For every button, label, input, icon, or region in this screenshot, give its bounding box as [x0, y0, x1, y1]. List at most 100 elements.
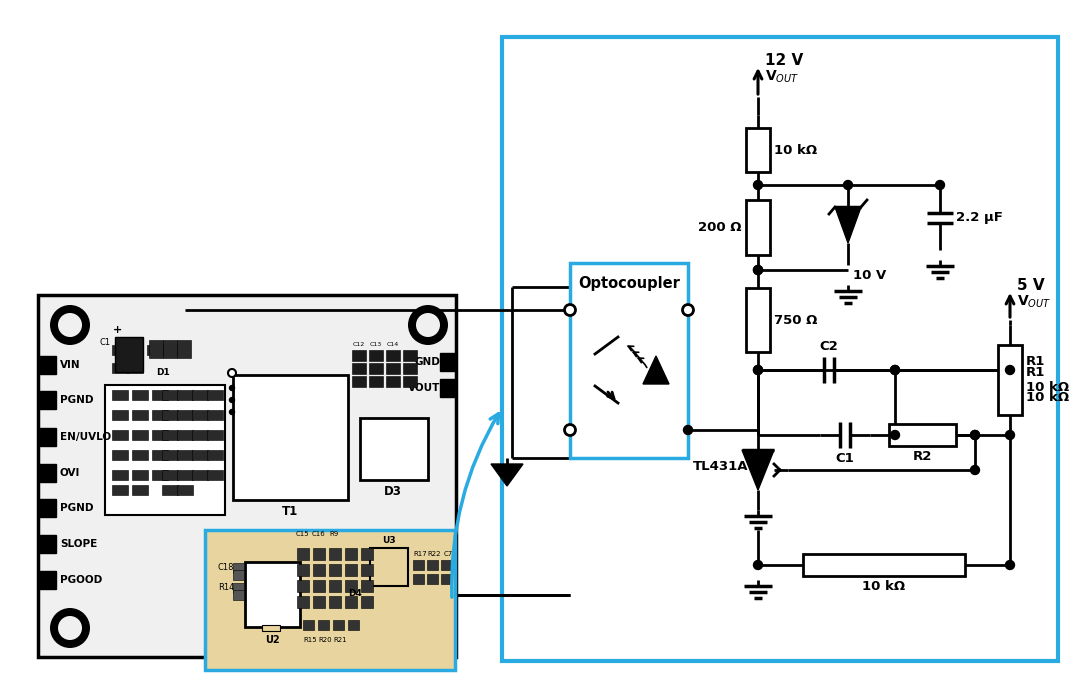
- Text: EN/UVLO: EN/UVLO: [60, 432, 111, 442]
- Bar: [360, 418, 428, 480]
- Circle shape: [754, 560, 762, 569]
- Bar: [386, 350, 400, 361]
- Text: +: +: [113, 325, 123, 335]
- Bar: [441, 574, 453, 584]
- Circle shape: [891, 430, 900, 440]
- Bar: [149, 340, 163, 358]
- Bar: [441, 560, 453, 570]
- Bar: [132, 470, 148, 480]
- Bar: [361, 596, 373, 608]
- Bar: [112, 450, 129, 460]
- Bar: [152, 470, 168, 480]
- Text: C12: C12: [353, 342, 365, 347]
- Bar: [177, 390, 193, 400]
- Circle shape: [754, 366, 762, 375]
- Bar: [348, 620, 359, 630]
- Text: U2: U2: [265, 635, 280, 645]
- Text: R1: R1: [1026, 355, 1045, 368]
- Bar: [233, 375, 348, 500]
- Text: C14: C14: [387, 342, 400, 347]
- Circle shape: [891, 366, 900, 375]
- Bar: [746, 288, 770, 352]
- Circle shape: [843, 181, 852, 190]
- Bar: [112, 390, 129, 400]
- Bar: [352, 376, 366, 387]
- Bar: [352, 363, 366, 374]
- Text: 10 V: 10 V: [853, 269, 887, 282]
- Bar: [413, 574, 424, 584]
- Bar: [132, 390, 148, 400]
- Bar: [207, 430, 222, 440]
- Bar: [132, 410, 148, 420]
- Circle shape: [891, 366, 900, 375]
- Bar: [369, 363, 383, 374]
- Bar: [177, 340, 191, 358]
- Bar: [413, 560, 424, 570]
- Text: PGOOD: PGOOD: [60, 575, 103, 585]
- Circle shape: [971, 466, 980, 475]
- Circle shape: [229, 386, 234, 390]
- Bar: [440, 379, 456, 397]
- Bar: [313, 596, 325, 608]
- Bar: [427, 560, 438, 570]
- Bar: [132, 485, 148, 495]
- Polygon shape: [835, 207, 861, 243]
- Bar: [38, 464, 56, 482]
- Circle shape: [683, 305, 693, 316]
- Text: PGND: PGND: [60, 503, 94, 513]
- Bar: [297, 564, 309, 576]
- Bar: [192, 430, 208, 440]
- Circle shape: [416, 616, 440, 640]
- Bar: [403, 376, 417, 387]
- Text: 750 Ω: 750 Ω: [774, 314, 818, 327]
- Text: D1: D1: [157, 368, 170, 377]
- Bar: [162, 485, 178, 495]
- Bar: [313, 564, 325, 576]
- Bar: [361, 564, 373, 576]
- Bar: [361, 548, 373, 560]
- Bar: [329, 548, 341, 560]
- Text: R9: R9: [329, 531, 339, 537]
- Polygon shape: [491, 464, 523, 486]
- Bar: [746, 200, 770, 255]
- Bar: [177, 470, 193, 480]
- Bar: [38, 499, 56, 517]
- Bar: [303, 620, 314, 630]
- Bar: [297, 596, 309, 608]
- Bar: [403, 363, 417, 374]
- Text: C1: C1: [99, 338, 110, 347]
- Bar: [162, 345, 178, 355]
- Text: T1: T1: [282, 505, 298, 518]
- Text: 5 V: 5 V: [1017, 277, 1044, 292]
- Bar: [403, 350, 417, 361]
- Text: 10 kΩ: 10 kΩ: [1026, 391, 1069, 404]
- Bar: [889, 424, 956, 446]
- Bar: [233, 590, 244, 600]
- Circle shape: [935, 181, 945, 190]
- Bar: [192, 390, 208, 400]
- Text: R20: R20: [319, 637, 332, 643]
- Bar: [233, 570, 244, 580]
- Bar: [192, 470, 208, 480]
- Bar: [313, 548, 325, 560]
- Bar: [502, 37, 1058, 661]
- Bar: [162, 450, 178, 460]
- Circle shape: [971, 430, 980, 440]
- Bar: [345, 596, 357, 608]
- Bar: [152, 390, 168, 400]
- Bar: [162, 470, 178, 480]
- Bar: [38, 391, 56, 409]
- Bar: [345, 564, 357, 576]
- Text: TL431A: TL431A: [693, 460, 748, 473]
- Bar: [804, 554, 964, 576]
- Text: R14: R14: [218, 584, 234, 593]
- Text: PGND: PGND: [60, 395, 94, 405]
- Circle shape: [754, 266, 762, 275]
- Bar: [38, 535, 56, 553]
- Bar: [112, 470, 129, 480]
- Bar: [369, 350, 383, 361]
- Text: C2: C2: [820, 340, 838, 353]
- Bar: [329, 564, 341, 576]
- Text: GND: GND: [414, 357, 440, 367]
- Bar: [233, 583, 244, 593]
